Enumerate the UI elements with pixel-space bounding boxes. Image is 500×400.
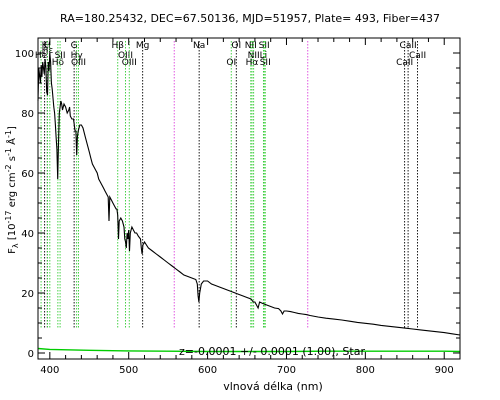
y-axis-label-part: -17: [4, 210, 13, 223]
y-tick-label: 100: [15, 49, 34, 60]
x-tick-label: 700: [277, 365, 296, 376]
line-marker-label: CaII: [409, 51, 426, 61]
line-marker-label: OIII: [118, 51, 133, 61]
y-axis-label-part: s: [7, 156, 18, 164]
line-marker-label: OI: [226, 58, 236, 68]
line-marker-label: He: [35, 51, 48, 61]
line-marker-label: CaII: [396, 58, 413, 68]
x-axis-label: vlnová délka (nm): [223, 380, 323, 393]
y-axis-label-part: -1: [4, 130, 13, 138]
y-axis-label-part: λ: [11, 243, 20, 248]
chart-title: RA=180.25432, DEC=67.50136, MJD=51957, P…: [60, 12, 440, 25]
line-marker-label: OIII: [122, 58, 137, 68]
line-marker-label: Hα: [246, 58, 259, 68]
x-tick-label: 500: [119, 365, 138, 376]
line-marker-label: CaII: [400, 41, 417, 51]
y-axis-label-part: [10: [7, 224, 18, 244]
y-axis-label-part: Å: [5, 138, 18, 148]
y-axis-label-part: F: [7, 248, 18, 254]
line-marker-label: Mg: [136, 41, 149, 51]
y-tick-label: 60: [21, 169, 34, 180]
line-marker-label: OIII: [71, 58, 86, 68]
x-tick-label: 900: [435, 365, 454, 376]
y-axis-label-part: ]: [7, 126, 18, 130]
line-marker-label: Hε: [42, 46, 54, 56]
plot-frame: [37, 37, 461, 360]
y-tick-label: 0: [28, 349, 34, 360]
line-marker-label: NII: [245, 41, 257, 51]
line-marker-label: SII: [259, 41, 270, 51]
line-marker-label: Hβ: [111, 41, 124, 51]
y-tick-label: 80: [21, 109, 34, 120]
y-tick-label: 20: [21, 289, 34, 300]
line-marker-label: NII: [248, 51, 260, 61]
line-marker-label: K: [42, 41, 49, 51]
line-marker-label: SII: [260, 58, 271, 68]
line-marker-label: H: [44, 41, 51, 51]
line-marker-label: Hδ: [52, 58, 65, 68]
error-series-line: [37, 347, 461, 353]
x-tick-label: 400: [40, 365, 59, 376]
x-tick-label: 800: [356, 365, 375, 376]
y-axis-label-part: -2: [4, 164, 13, 172]
line-marker-label: Li: [260, 51, 268, 61]
line-marker-label: G: [71, 41, 78, 51]
spectrum-series-line: [37, 52, 461, 336]
line-marker-label: Na: [193, 41, 205, 51]
redshift-annotation: z=-0.0001 +/- 0.0001 (1.00), Star: [179, 345, 365, 358]
y-axis-label: Fλ [10-17 erg cm-2 s-1 Å-1]: [4, 126, 20, 254]
line-marker-label: OI: [231, 41, 241, 51]
y-axis-label-part: -1: [4, 148, 13, 156]
x-tick-label: 600: [198, 365, 217, 376]
y-tick-label: 40: [21, 229, 34, 240]
line-marker-label: Hγ: [71, 51, 84, 61]
line-marker-label: SII: [55, 51, 66, 61]
y-axis-label-part: erg cm: [7, 172, 18, 210]
